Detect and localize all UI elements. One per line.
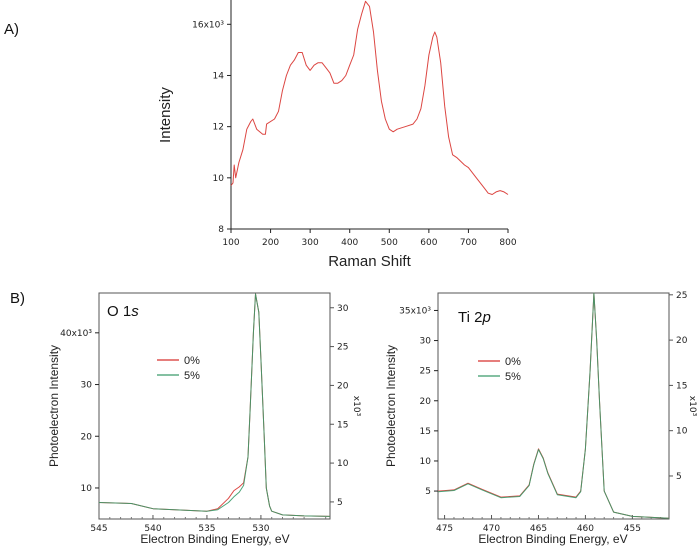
title-italic: s xyxy=(131,303,139,320)
y-tick-label: 30 xyxy=(81,381,93,391)
x-tick-label: 455 xyxy=(624,524,641,534)
y2-tick-label: 5 xyxy=(337,498,343,508)
x-tick-label: 470 xyxy=(483,524,500,534)
y2-tick-label: 30 xyxy=(337,304,349,314)
x-tick-label: 400 xyxy=(341,238,358,248)
title-main: Ti 2 xyxy=(458,309,482,326)
plot-frame xyxy=(98,292,331,520)
x-tick-label: 500 xyxy=(381,238,398,248)
title-main: O 1 xyxy=(107,303,131,320)
y-axis-label: Intensity xyxy=(157,87,174,143)
y2-tick-label: 5 xyxy=(676,472,682,482)
x-tick-label: 465 xyxy=(530,524,547,534)
y-tick-label: 10 xyxy=(213,174,225,184)
legend-label: 5% xyxy=(184,370,200,382)
legend-label: 0% xyxy=(184,355,200,367)
legend-label: 5% xyxy=(505,371,521,383)
y2-axis-label: x10³ xyxy=(687,396,697,417)
y-tick-label: 10 xyxy=(81,484,93,494)
x-tick-label: 545 xyxy=(90,524,107,534)
y-tick-label: 40x10³ xyxy=(60,329,92,339)
legend-label: 0% xyxy=(505,356,521,368)
x-tick-label: 600 xyxy=(420,238,437,248)
x-tick-label: 460 xyxy=(577,524,594,534)
x-axis-label: Electron Binding Energy, eV xyxy=(478,532,627,546)
y2-tick-label: 10 xyxy=(337,459,349,469)
spectrum-title: Ti 2p xyxy=(458,309,491,326)
x-tick-label: 200 xyxy=(262,238,279,248)
y-axis-label: Photoelectron Intensity xyxy=(384,345,398,467)
series-line-0pct xyxy=(437,292,670,519)
y-tick-label: 10 xyxy=(420,457,432,467)
y2-tick-label: 20 xyxy=(676,336,688,346)
plot-frame xyxy=(437,292,670,520)
spectrum-title: O 1s xyxy=(107,303,139,320)
y-tick-label: 30 xyxy=(420,337,432,347)
y-tick-label: 20 xyxy=(420,397,432,407)
y-tick-label: 14 xyxy=(213,71,225,81)
x-tick-label: 100 xyxy=(222,238,239,248)
y-tick-label: 20 xyxy=(81,432,93,442)
y2-tick-label: 25 xyxy=(676,291,687,301)
x-tick-label: 540 xyxy=(144,524,161,534)
title-italic: p xyxy=(481,309,490,326)
raman-chart: 100 200 300 400 500 600 700 800 8 10 12 14 16x10³ Int… xyxy=(157,0,517,270)
panel-label-b: B) xyxy=(10,290,25,307)
x-tick-label: 700 xyxy=(460,238,477,248)
y-tick-label: 35x10³ xyxy=(399,306,431,316)
series-line-5pct xyxy=(98,293,331,517)
o1s-chart: 545 540 535 530 10 20 30 40x10³ 5 10 15 20 25 30 x10³ P… xyxy=(47,292,361,546)
y-tick-label: 25 xyxy=(420,367,431,377)
x-tick-label: 530 xyxy=(252,524,269,534)
series-line-5pct xyxy=(437,292,670,519)
x-axis-label: Raman Shift xyxy=(328,253,411,270)
series-line-Raman xyxy=(230,0,509,195)
y-tick-label: 16x10³ xyxy=(192,20,224,30)
x-tick-label: 535 xyxy=(198,524,215,534)
y-tick-label: 15 xyxy=(420,427,431,437)
y-tick-label: 12 xyxy=(213,123,224,133)
x-axis-label: Electron Binding Energy, eV xyxy=(140,532,289,546)
y2-tick-label: 10 xyxy=(676,427,688,437)
y2-tick-label: 15 xyxy=(337,420,348,430)
y2-tick-label: 15 xyxy=(676,381,687,391)
x-tick-label: 800 xyxy=(499,238,516,248)
series-line-0pct xyxy=(98,293,331,517)
y-axis-label: Photoelectron Intensity xyxy=(47,345,61,467)
y2-tick-label: 20 xyxy=(337,381,349,391)
y2-tick-label: 25 xyxy=(337,343,348,353)
y-tick-label: 8 xyxy=(218,225,224,235)
y-tick-label: 5 xyxy=(425,487,431,497)
ti2p-chart: 475 470 465 460 455 5 10 15 20 25 30 35x10³ 5 10 15 20 2… xyxy=(384,291,697,546)
x-tick-label: 475 xyxy=(436,524,453,534)
y2-axis-label: x10³ xyxy=(351,396,361,417)
x-tick-label: 300 xyxy=(302,238,319,248)
panel-label-a: A) xyxy=(4,21,19,38)
